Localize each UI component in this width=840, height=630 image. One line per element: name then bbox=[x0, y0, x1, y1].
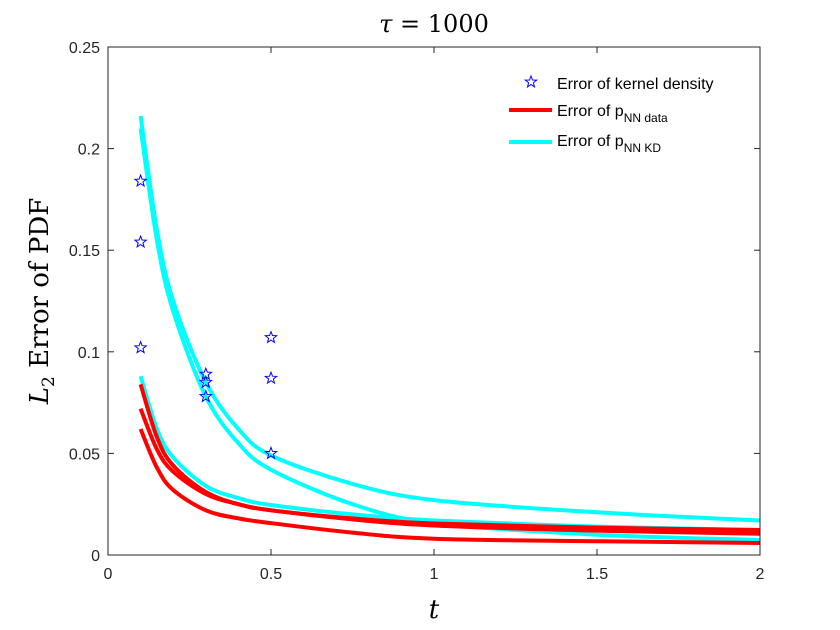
kernel-density-point bbox=[198, 389, 213, 403]
series-line-nn-kd-0 bbox=[138, 115, 761, 523]
y-tick-label: 0.25 bbox=[69, 40, 100, 57]
y-tick-label: 0.15 bbox=[69, 243, 100, 260]
chart-title: τ = 1000 bbox=[379, 10, 489, 38]
kernel-density-point bbox=[263, 445, 279, 460]
y-axis-label: L2 Error of PDF bbox=[25, 198, 59, 405]
y-tick-label: 0 bbox=[91, 548, 100, 565]
legend-label-nn-kd: Error of pNN KD bbox=[557, 133, 661, 155]
kernel-density-point bbox=[133, 340, 148, 354]
x-tick-label: 1 bbox=[430, 566, 439, 583]
y-tick-label: 0.05 bbox=[69, 446, 100, 463]
legend-star-marker bbox=[523, 74, 539, 89]
y-tick-label: 0.2 bbox=[78, 142, 100, 159]
scatter-points bbox=[133, 173, 279, 460]
series-lines bbox=[138, 115, 761, 545]
series-line-nn-kd-2 bbox=[138, 375, 761, 532]
x-axis-label: t bbox=[429, 595, 440, 625]
x-tick-label: 0 bbox=[104, 566, 113, 583]
kernel-density-point bbox=[133, 173, 148, 188]
kernel-density-point bbox=[198, 374, 213, 389]
legend: Error of kernel density Error of pNN dat… bbox=[509, 74, 714, 155]
x-tick-label: 2 bbox=[756, 566, 765, 583]
series-line-nn-data-5 bbox=[138, 428, 761, 545]
x-tick-label: 1.5 bbox=[586, 566, 608, 583]
kernel-density-point bbox=[263, 370, 279, 385]
y-tick-label: 0.1 bbox=[78, 345, 100, 362]
kernel-density-point bbox=[133, 234, 148, 249]
series-line-nn-data-4 bbox=[138, 407, 761, 536]
x-tick-label: 0.5 bbox=[260, 566, 282, 583]
kernel-density-point bbox=[263, 330, 279, 344]
axis-ticks: 0 0.5 1 1.5 2 0 0.05 0.1 0.15 0.2 0.25 bbox=[69, 40, 765, 583]
series-line-nn-data-3 bbox=[138, 383, 761, 532]
series-line-nn-kd-1 bbox=[138, 127, 761, 542]
legend-label-nn-data: Error of pNN data bbox=[557, 103, 668, 125]
legend-label-kernel-density: Error of kernel density bbox=[557, 76, 714, 93]
